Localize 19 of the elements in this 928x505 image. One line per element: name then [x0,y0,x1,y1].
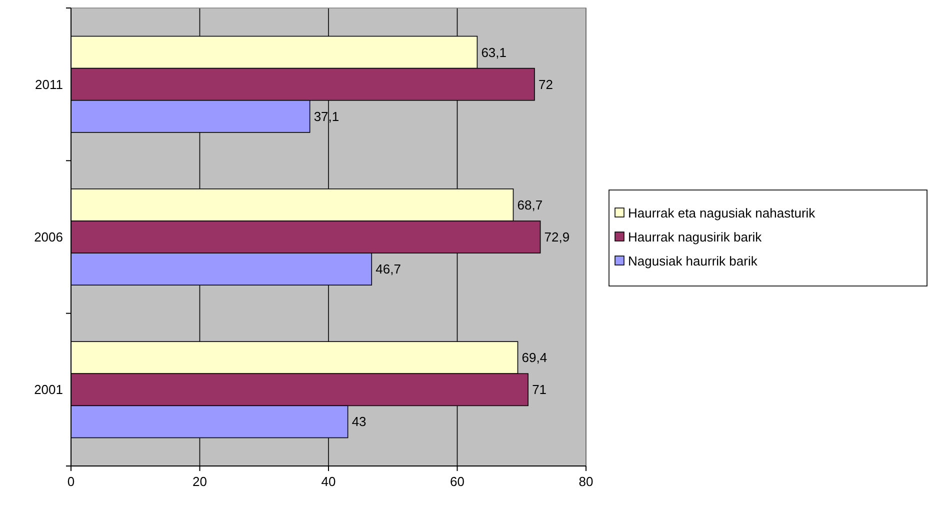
x-tick-label: 80 [578,474,594,489]
legend-label: Haurrak nagusirik barik [628,230,762,244]
y-tick-label: 2011 [35,76,63,92]
y-tick-label: 2006 [34,230,63,244]
x-tick-label: 0 [67,474,75,489]
legend-label: Nagusiak haurrik barik [628,254,758,268]
data-label: 71 [532,382,547,398]
data-label: 63,1 [481,44,507,60]
legend-label: Haurrak eta nagusiak nahasturik [628,206,816,220]
x-tick-label: 60 [450,474,464,489]
data-label: 68,7 [517,197,543,212]
data-label: 72 [538,76,553,92]
x-tick-label: 40 [321,474,336,489]
data-label: 46,7 [376,262,401,277]
y-tick-label: 2001 [34,382,63,398]
data-label: 43 [352,414,366,430]
data-label: 72,9 [544,230,570,244]
x-tick-label: 20 [192,474,207,489]
data-label: 69,4 [522,350,548,366]
